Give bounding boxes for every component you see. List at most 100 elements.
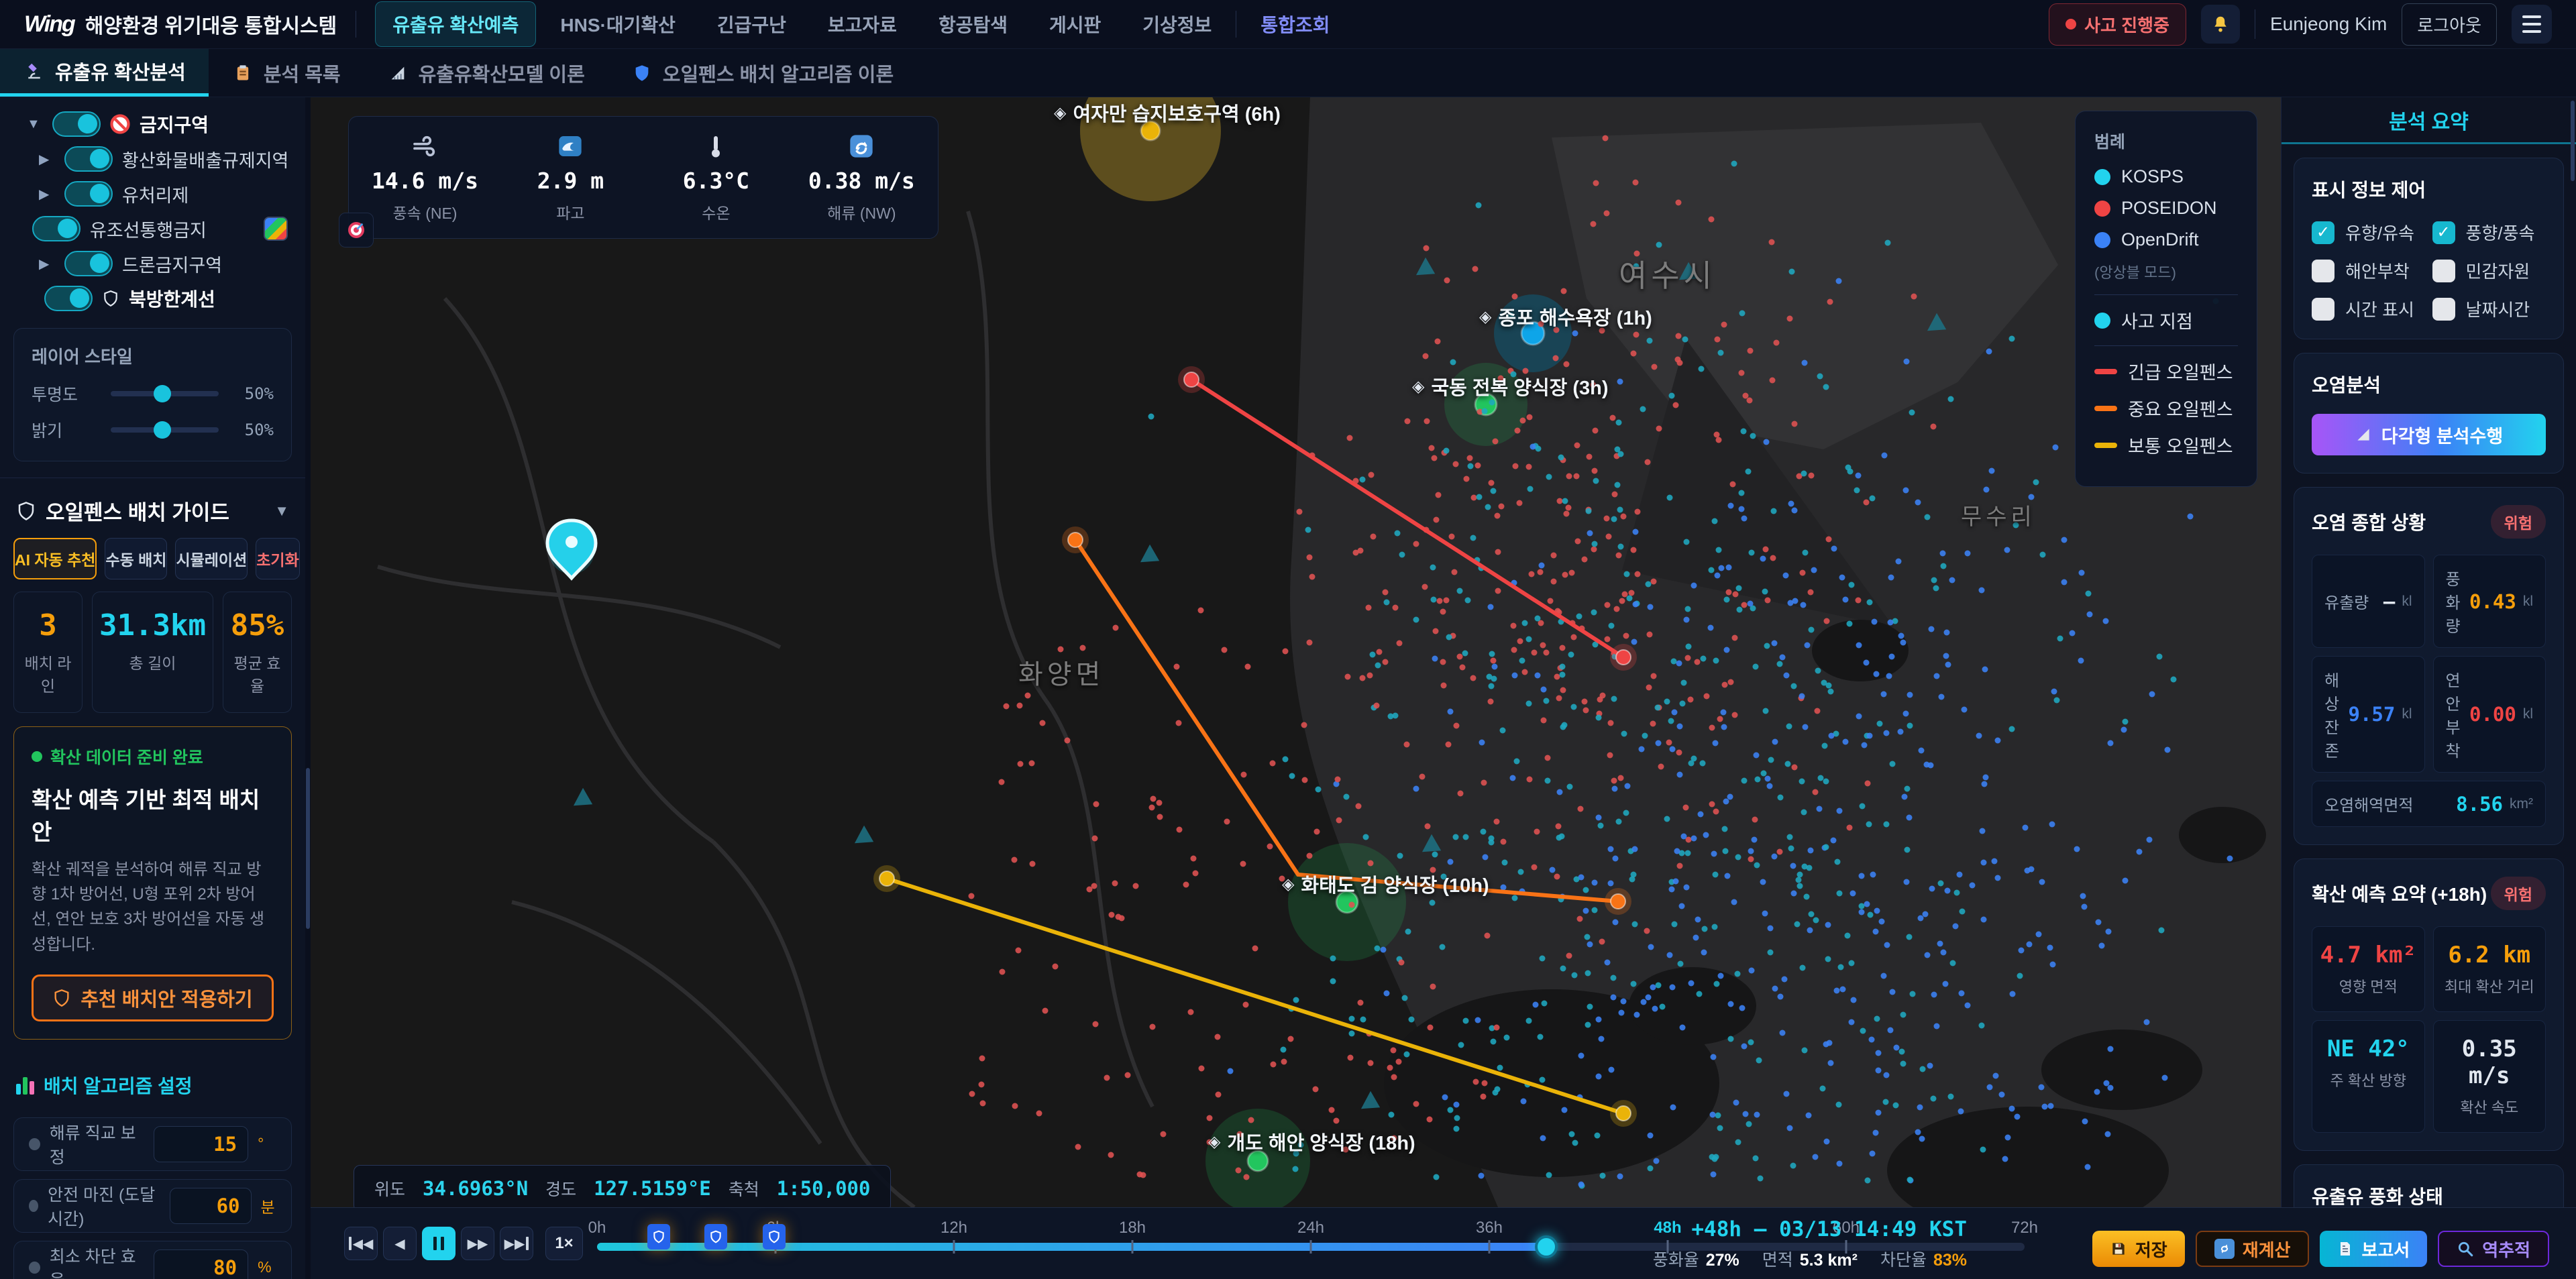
time-slider-track[interactable]: 0h6h12h18h24h36h48h60h72h [588,1219,2038,1258]
wave-icon [517,131,624,161]
recenter-target-button[interactable] [339,213,374,247]
layer-label: 북방한계선 [129,289,215,310]
checkbox-shore-attach[interactable]: 해안부착 [2312,258,2426,283]
playback-speed-button[interactable]: 1× [545,1227,583,1260]
checkbox-time-display[interactable]: 시간 표시 [2312,296,2426,321]
thermometer-icon [663,131,769,161]
expand-icon[interactable]: ▶ [39,186,50,202]
layer-row-tanker-ban[interactable]: 유조선통행금지 [0,211,305,246]
layer-toggle[interactable] [64,181,113,207]
stat-label: 총 길이 [129,655,176,672]
layer-toggle[interactable] [64,251,113,276]
apply-recommendation-button[interactable]: 추천 배치안 적용하기 [32,974,274,1021]
layer-row-drone-ban[interactable]: ▶ 드론금지구역 [0,246,305,281]
menu-item-spill-forecast[interactable]: 유출유 확산예측 [375,1,537,47]
brightness-slider[interactable] [111,421,219,439]
bullet-icon [29,1199,39,1212]
layer-toggle[interactable] [32,216,80,241]
tab-analysis-list[interactable]: 분석 목록 [209,49,364,97]
temp-label: 수온 [702,205,731,222]
param-input[interactable]: 15 [154,1125,249,1162]
map-canvas[interactable]: 여수시 화양면 무수리 ◈ 여자만 습지보호구역 (6h) ◈ 종포 해수욕장 (1h) ◈ 국… [311,97,2281,1207]
layer-row-dispersant[interactable]: ▶ 유처리제 [0,176,305,211]
resource-icon: ◈ [1054,103,1067,122]
checkbox-wind-dir[interactable]: ✓ 풍향/풍속 [2432,220,2546,245]
tile-main-direction: NE 42° 주 확산 방향 [2312,1020,2425,1133]
param-input[interactable]: 60 [170,1187,252,1224]
mode-ai-recommend-button[interactable]: AI 자동 추천 [13,538,97,579]
incident-status-badge[interactable]: 사고 진행중 [2049,3,2186,46]
tile-spread-speed: 0.35 m/s 확산 속도 [2432,1020,2546,1133]
boom-deploy-marker[interactable] [704,1224,727,1249]
sensitive-resource-label[interactable]: ◈ 여자만 습지보호구역 (6h) [1054,103,1281,126]
sidebar-scrollbar[interactable] [305,97,311,1279]
opacity-slider[interactable] [111,385,219,402]
recalculate-button[interactable]: 재계산 [2195,1231,2310,1267]
menu-item-rescue[interactable]: 긴급구난 [716,15,786,36]
checkbox-current-dir[interactable]: ✓ 유향/유속 [2312,220,2426,245]
wind-metric: 14.6 m/s 풍속 (NE) [372,131,478,223]
layer-toggle[interactable] [64,146,113,172]
checkbox-datetime[interactable]: 날짜시간 [2432,296,2546,321]
tab-boom-algorithm-theory[interactable]: 오일펜스 배치 알고리즘 이론 [608,49,916,97]
report-button[interactable]: 보고서 [2320,1231,2428,1267]
collapse-icon[interactable]: ▼ [274,502,289,519]
pause-button[interactable] [422,1227,455,1260]
slider-label: 투명도 [32,386,78,404]
user-name: Eunjeong Kim [2269,13,2387,34]
panel-title[interactable]: 분석 요약 [2282,97,2576,144]
expand-icon[interactable]: ▶ [39,152,50,167]
tab-model-theory[interactable]: 유출유확산모델 이론 [364,49,608,97]
sensitive-resource-label[interactable]: ◈ 개도 해안 양식장 (18h) [1208,1132,1415,1155]
menu-item-board[interactable]: 게시판 [1049,15,1102,36]
checkbox-sensitive-resource[interactable]: 민감자원 [2432,258,2546,283]
mode-simulation-button[interactable]: 시뮬레이션 [175,538,248,579]
menu-item-weather[interactable]: 기상정보 [1142,15,1212,36]
menu-item-aerial[interactable]: 항공탐색 [938,15,1008,36]
polygon-analysis-button[interactable]: 다각형 분석수행 [2312,414,2546,455]
tab-label: 오일펜스 배치 알고리즘 이론 [662,64,894,86]
panel-scrollbar[interactable] [2571,101,2575,181]
layer-row-restricted-zone[interactable]: ▼ 금지구역 [0,107,305,142]
time-slider-handle[interactable] [1535,1235,1558,1258]
stat-label: 배치 라인 [24,655,72,695]
mode-reset-button[interactable]: 초기화 [256,538,300,579]
mode-manual-button[interactable]: 수동 배치 [105,538,168,579]
tab-spill-analysis[interactable]: 유출유 확산분석 [0,49,209,97]
sensitive-resource-label[interactable]: ◈ 종포 해수욕장 (1h) [1479,307,1652,330]
layer-row-sulfur-zone[interactable]: ▶ 황산화물배출규제지역 [0,142,305,176]
sensitive-resource-label[interactable]: ◈ 국동 전복 양식장 (3h) [1412,377,1609,400]
expand-icon[interactable]: ▶ [39,256,50,272]
backtrack-button[interactable]: 역추적 [2438,1231,2549,1267]
pollution-analysis-card: 오염분석 다각형 분석수행 [2294,353,2564,474]
save-button[interactable]: 저장 [2092,1231,2185,1267]
fast-forward-button[interactable]: ▶▶ [461,1227,494,1260]
notifications-button[interactable] [2200,5,2240,44]
step-back-button[interactable]: ◀ [383,1227,417,1260]
stat-sea-remaining: 해상잔존 9.57 kl [2312,656,2425,773]
no-entry-icon [110,114,130,134]
sensitive-resource-label[interactable]: ◈ 화태도 김 양식장 (10h) [1282,875,1489,897]
menu-item-reports[interactable]: 보고자료 [827,15,897,36]
wave-metric: 2.9 m 파고 [517,131,624,223]
menu-item-integrated[interactable]: 통합조회 [1260,15,1330,36]
layer-row-nll[interactable]: 북방한계선 [0,281,305,316]
param-input[interactable]: 80 [154,1249,249,1279]
layer-toggle[interactable] [44,286,93,311]
hamburger-menu-button[interactable] [2512,5,2552,44]
menu-item-hns[interactable]: HNS·대기확산 [560,15,676,36]
layer-toggle[interactable] [52,111,101,137]
boom-deploy-marker[interactable] [762,1224,786,1249]
layer-style-swatch-icon[interactable] [264,217,288,241]
logout-button[interactable]: 로그아웃 [2402,3,2497,46]
boom-guide-header[interactable]: 오일펜스 배치 가이드 ▼ [0,478,305,538]
skip-end-button[interactable]: ▶▶ [500,1227,533,1260]
legend-fence-important: 중요 오일펜스 [2094,395,2238,421]
skip-start-button[interactable]: ◀◀ [344,1227,378,1260]
layer-style-title: 레이어 스타일 [32,347,133,367]
param-unit: % [258,1258,272,1276]
incident-pin[interactable] [545,518,598,581]
legend-fence-urgent: 긴급 오일펜스 [2094,358,2238,384]
boom-deploy-marker[interactable] [647,1224,670,1249]
collapse-icon[interactable]: ▼ [27,116,40,131]
